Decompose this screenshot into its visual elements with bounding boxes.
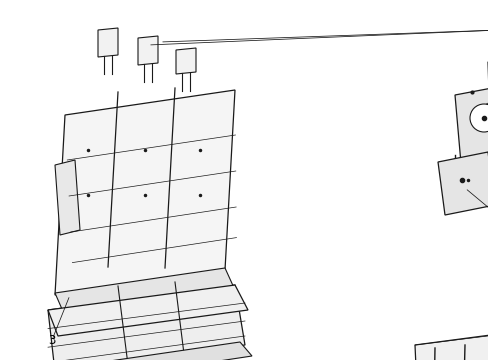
Polygon shape [437,152,488,215]
Polygon shape [55,160,80,235]
Polygon shape [138,36,158,65]
Polygon shape [48,285,244,360]
Circle shape [469,104,488,132]
Polygon shape [48,285,247,336]
Text: 3: 3 [48,333,56,346]
Polygon shape [454,85,488,175]
Polygon shape [414,310,488,360]
Polygon shape [48,342,251,360]
Polygon shape [487,52,488,360]
Polygon shape [98,28,118,57]
Polygon shape [176,48,196,74]
Polygon shape [55,268,235,316]
Polygon shape [55,90,235,295]
